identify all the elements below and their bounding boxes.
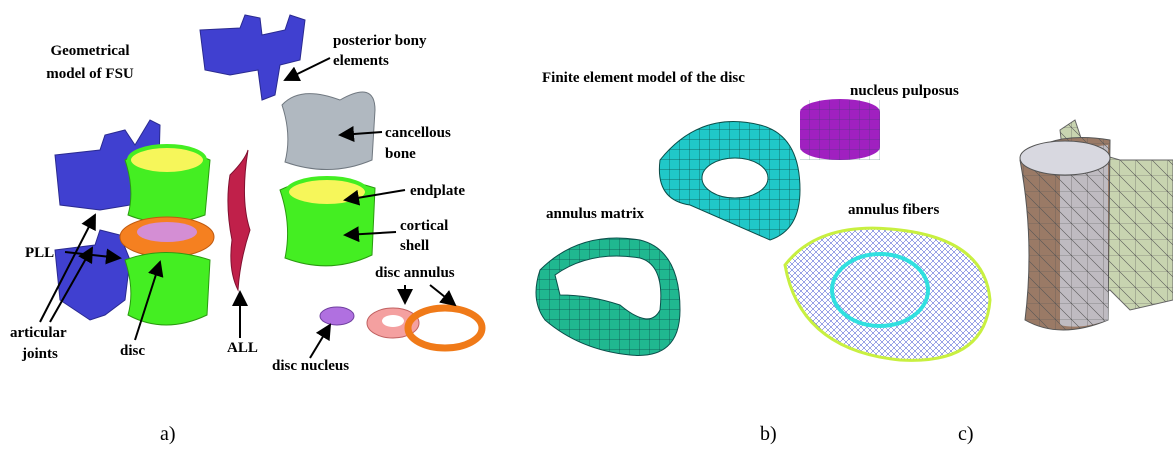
panel-title: model of FSU [46,66,134,82]
label: elements [333,53,389,69]
panel-c-shapes [1020,120,1173,330]
label: posterior bony [333,33,427,49]
label: disc nucleus [272,358,349,374]
label: cortical [400,218,448,234]
label: disc annulus [375,265,455,281]
label: articular [10,325,67,341]
panel-title: Finite element model of the disc [542,70,745,86]
caption: b) [760,423,777,445]
label: disc [120,343,145,359]
label: endplate [410,183,465,199]
label: joints [21,346,58,362]
label: annulus matrix [546,206,644,222]
label: cancellous [385,125,451,141]
label: annulus fibers [848,202,939,218]
label: PLL [25,245,54,261]
panel-b-shapes [536,99,990,360]
caption: c) [958,423,974,445]
label: ALL [227,340,258,356]
panel-title: Geometrical [50,43,129,59]
label: bone [385,146,416,162]
figure: Geometrical model of FSU posterior bony … [0,0,1173,452]
label: shell [400,238,429,254]
label: nucleus pulposus [850,83,959,99]
caption: a) [160,423,176,445]
panel-a-shapes [55,15,482,348]
